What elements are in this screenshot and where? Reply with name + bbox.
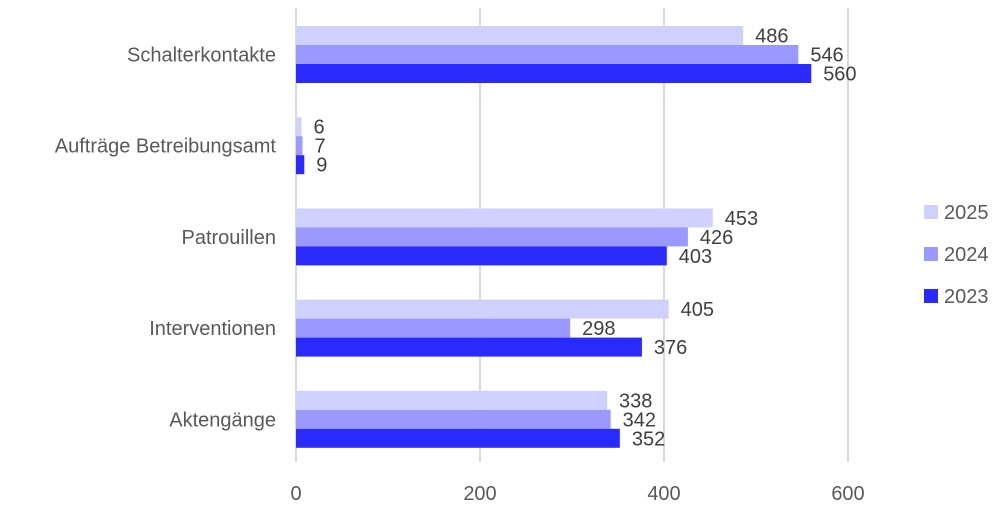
category-labels: Schalterkontakte Aufträge Betreibungsamt P… [55, 45, 277, 432]
bars [296, 26, 812, 448]
legend-swatch-2025 [924, 205, 938, 219]
legend-swatch-2023 [924, 289, 938, 303]
tick-label-400: 400 [647, 483, 680, 505]
legend: 2025 2024 2023 [924, 202, 989, 308]
legend-label-2023: 2023 [944, 286, 989, 308]
bar-auftr-ge-betreibungsamt-2024 [296, 136, 303, 156]
bar-schalterkontakte-2025 [296, 26, 744, 45]
data-label-patrouillen-2025: 453 [725, 208, 758, 230]
bar-patrouillen-2025 [296, 208, 713, 228]
data-label-interventionen-2024: 298 [582, 318, 615, 340]
data-label-schalterkontakte-2024: 546 [810, 45, 843, 67]
bar-schalterkontakte-2024 [296, 45, 799, 64]
tick-label-200: 200 [463, 483, 496, 505]
legend-label-2024: 2024 [944, 244, 989, 266]
x-axis-tick-labels: 0 200 400 600 [290, 483, 864, 505]
category-label-interventionen: Interventionen [149, 318, 276, 340]
bar-schalterkontakte-2023 [296, 64, 812, 83]
bar-interventionen-2023 [296, 337, 642, 357]
category-label-auftr-ge-betreibungsamt: Aufträge Betreibungsamt [55, 136, 277, 158]
bar-akteng-nge-2023 [296, 428, 620, 448]
data-label-auftr-ge-betreibungsamt-2023: 9 [316, 155, 327, 177]
bar-interventionen-2024 [296, 318, 571, 338]
data-label-patrouillen-2023: 403 [679, 246, 712, 268]
bar-interventionen-2025 [296, 299, 669, 319]
category-label-patrouillen: Patrouillen [181, 227, 276, 249]
data-label-patrouillen-2024: 426 [700, 227, 733, 249]
data-label-auftr-ge-betreibungsamt-2025: 6 [314, 117, 325, 139]
data-label-interventionen-2023: 376 [654, 337, 687, 359]
bar-patrouillen-2024 [296, 227, 688, 247]
data-label-interventionen-2025: 405 [681, 299, 714, 321]
tick-label-0: 0 [290, 483, 301, 505]
data-label-schalterkontakte-2023: 560 [823, 64, 856, 86]
tick-label-600: 600 [831, 483, 864, 505]
legend-swatch-2024 [924, 247, 938, 261]
bar-patrouillen-2023 [296, 246, 667, 266]
category-label-akteng-nge: Aktengänge [169, 409, 276, 431]
data-label-akteng-nge-2024: 342 [623, 409, 656, 431]
legend-label-2025: 2025 [944, 202, 989, 224]
data-label-akteng-nge-2025: 338 [619, 390, 652, 412]
bar-akteng-nge-2025 [296, 390, 607, 410]
bar-auftr-ge-betreibungsamt-2025 [296, 117, 302, 137]
bar-auftr-ge-betreibungsamt-2023 [296, 155, 305, 175]
category-label-schalterkontakte: Schalterkontakte [127, 45, 276, 67]
data-label-auftr-ge-betreibungsamt-2024: 7 [314, 136, 325, 158]
bar-akteng-nge-2024 [296, 409, 611, 429]
data-label-akteng-nge-2023: 352 [632, 428, 665, 450]
data-label-schalterkontakte-2025: 486 [755, 26, 788, 48]
